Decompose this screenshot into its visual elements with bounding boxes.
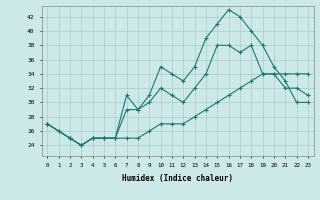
X-axis label: Humidex (Indice chaleur): Humidex (Indice chaleur) xyxy=(122,174,233,183)
